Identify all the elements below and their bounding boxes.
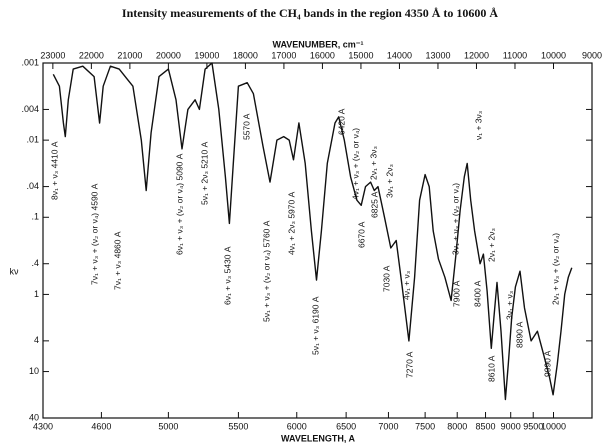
x-tick-label: 7000 bbox=[378, 421, 398, 431]
x2-tick-label: 14000 bbox=[387, 50, 412, 60]
x-tick-label: 4300 bbox=[33, 421, 53, 431]
x2-tick-label: 17000 bbox=[271, 50, 296, 60]
band-annotation: 3ν₁ + ν₃ bbox=[504, 291, 514, 320]
x-tick-label: 10000 bbox=[541, 421, 566, 431]
band-annotation: 8400 A bbox=[472, 280, 482, 307]
x2-tick-label: 13000 bbox=[425, 50, 450, 60]
band-annotation: 7030 A bbox=[381, 265, 391, 292]
x-tick-label: 9000 bbox=[501, 421, 521, 431]
y-tick-label: .1 bbox=[31, 212, 39, 222]
x2-tick-label: 16000 bbox=[310, 50, 335, 60]
x2-tick-label: 23000 bbox=[40, 50, 65, 60]
band-annotation: 4ν₁ + ν₃ + (ν₂ or ν₄) bbox=[350, 128, 360, 200]
x2-tick-label: 9000 bbox=[582, 50, 602, 60]
band-annotation: 2ν₁ + 3ν₃ bbox=[368, 146, 378, 180]
band-annotation: 7900 A bbox=[451, 280, 461, 307]
x2-tick-label: 21000 bbox=[117, 50, 142, 60]
y-tick-label: 1 bbox=[34, 289, 39, 299]
band-annotation: 6825 A bbox=[369, 191, 379, 218]
band-annotation: 3ν₁ + ν₃ + (ν₂ or ν₄) bbox=[450, 183, 460, 255]
band-annotation: 6670 A bbox=[356, 221, 366, 248]
x2-tick-label: 11000 bbox=[503, 50, 527, 60]
band-annotation: 5ν₁ + ν₃ + (ν₂ or ν₄) 5760 A bbox=[261, 220, 271, 322]
band-annotation: 2ν₁ + 2ν₃ bbox=[486, 228, 496, 262]
band-annotation: 6420 A bbox=[336, 108, 346, 135]
band-annotation: 5ν₁ + 2ν₃ 5210 A bbox=[199, 141, 209, 205]
band-annotation: 9990 A bbox=[542, 350, 552, 377]
band-annotation: 8610 A bbox=[486, 355, 496, 382]
y-tick-label: .01 bbox=[26, 135, 39, 145]
band-annotation: 7ν₁ + ν₃ 4860 A bbox=[112, 231, 122, 290]
x-tick-label: 9500 bbox=[523, 421, 543, 431]
x2-tick-label: 20000 bbox=[156, 50, 181, 60]
band-annotation: 4ν₁ + ν₃ bbox=[401, 271, 411, 300]
band-annotation: 7270 A bbox=[404, 351, 414, 378]
x-tick-label: 6500 bbox=[336, 421, 356, 431]
band-annotation: 2ν₁ + ν₃ + (ν₂ or ν₄) bbox=[550, 233, 560, 305]
x-tick-label: 6000 bbox=[287, 421, 307, 431]
band-annotation: 5ν₁ + ν₃ 6190 A bbox=[310, 296, 320, 355]
x-tick-label: 5500 bbox=[228, 421, 248, 431]
y-tick-label: .4 bbox=[31, 258, 39, 268]
y-tick-label: .04 bbox=[26, 181, 39, 191]
chart-title: Intensity measurements of the CH₄ bands … bbox=[122, 6, 498, 20]
plot-frame bbox=[42, 62, 593, 419]
band-annotation: ν₁ + 3ν₃ bbox=[473, 111, 483, 140]
band-annotation: 8890 A bbox=[514, 321, 524, 348]
y-tick-label: 40 bbox=[29, 412, 39, 422]
band-annotation: 8ν₁ + ν₃ 4410 A bbox=[49, 141, 59, 200]
y-tick-label: 4 bbox=[34, 335, 39, 345]
x2-tick-label: 12000 bbox=[464, 50, 489, 60]
x2-tick-label: 10000 bbox=[541, 50, 566, 60]
spectrum-line bbox=[52, 62, 573, 401]
x2-tick-label: 15000 bbox=[348, 50, 373, 60]
y-tick-label: 10 bbox=[29, 366, 39, 376]
band-annotation: 4ν₁ + 2ν₃ 5970 A bbox=[286, 191, 296, 255]
x-tick-label: 7500 bbox=[415, 421, 435, 431]
x2-axis-title: WAVENUMBER, cm⁻¹ bbox=[272, 39, 363, 49]
band-annotation: 6ν₁ + ν₃ 5430 A bbox=[222, 246, 232, 305]
x-axis-title: WAVELENGTH, A bbox=[281, 433, 356, 443]
band-annotation: 7ν₁ + ν₃ + (ν₂ or ν₄) 4590 A bbox=[89, 183, 99, 285]
x-tick-label: 8000 bbox=[447, 421, 467, 431]
band-annotation: 3ν₁ + 2ν₃ bbox=[384, 164, 394, 198]
x-tick-label: 4600 bbox=[91, 421, 111, 431]
band-annotation: 6ν₁ + ν₃ + (ν₂ or ν₄) 5090 A bbox=[174, 153, 184, 255]
x-tick-label: 5000 bbox=[158, 421, 178, 431]
y-tick-label: .001 bbox=[21, 57, 39, 67]
x2-tick-label: 19000 bbox=[194, 50, 219, 60]
y-axis-title: kν bbox=[10, 266, 20, 276]
y-tick-label: .004 bbox=[21, 104, 39, 114]
band-annotation: 5570 A bbox=[241, 113, 251, 140]
x2-tick-label: 22000 bbox=[79, 50, 104, 60]
x-tick-label: 8500 bbox=[476, 421, 496, 431]
x2-tick-label: 18000 bbox=[233, 50, 258, 60]
